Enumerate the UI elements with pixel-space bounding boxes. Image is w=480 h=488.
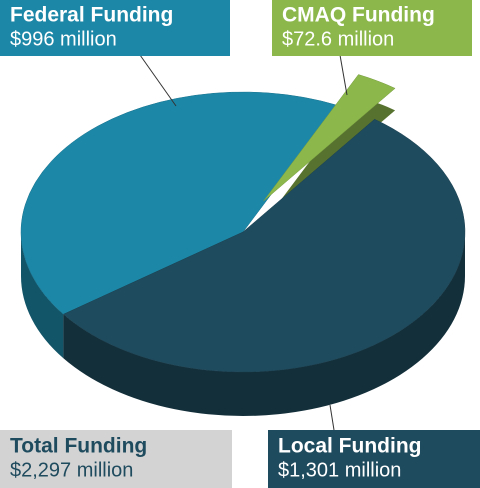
slice bbox=[263, 74, 396, 202]
total-box bbox=[0, 430, 232, 488]
total-value: $2,297 million bbox=[10, 459, 133, 481]
total-label: Total Funding bbox=[10, 435, 147, 458]
slice-side bbox=[63, 232, 466, 417]
leader-line bbox=[329, 404, 335, 431]
cmaq-box bbox=[272, 0, 472, 56]
legend-label: CMAQ Funding bbox=[282, 4, 435, 27]
slice bbox=[20, 91, 339, 315]
federal-box bbox=[0, 0, 230, 56]
value-label: $1,301 million bbox=[278, 459, 401, 481]
pie bbox=[20, 74, 466, 417]
leader-line bbox=[139, 54, 177, 107]
legend-label: Local Funding bbox=[278, 435, 421, 458]
local-box bbox=[268, 430, 480, 488]
slice bbox=[62, 118, 466, 373]
value-label: $996 million bbox=[10, 28, 117, 50]
slice-side bbox=[21, 232, 64, 359]
value-label: $72.6 million bbox=[282, 28, 394, 50]
legend-label: Federal Funding bbox=[10, 4, 173, 27]
leader-line bbox=[339, 54, 348, 96]
